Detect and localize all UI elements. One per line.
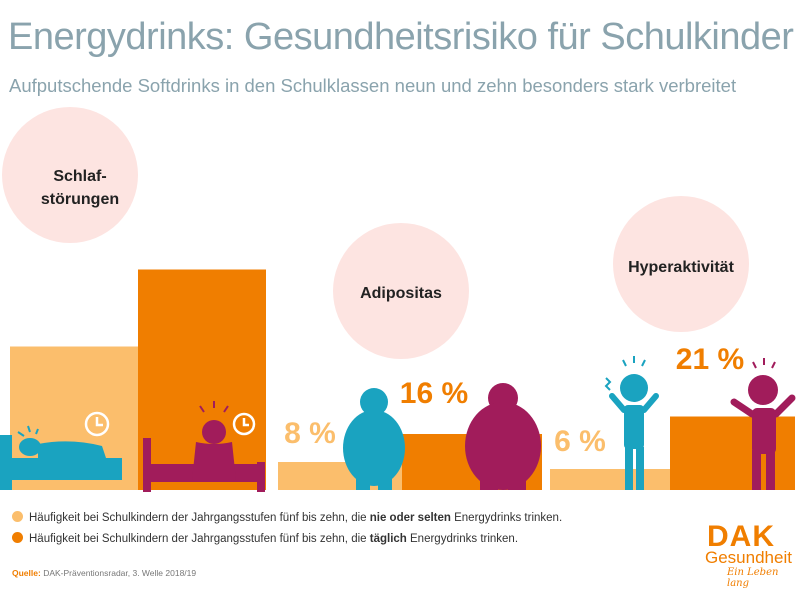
legend-item-dark: Häufigkeit bei Schulkindern der Jahrgang… bbox=[12, 532, 518, 545]
value-label-adipositas-light: 8 % bbox=[284, 417, 336, 450]
legend-dot-light bbox=[12, 511, 23, 522]
legend-item-light: Häufigkeit bei Schulkindern der Jahrgang… bbox=[12, 511, 562, 524]
logo-slogan: Ein Leben lang bbox=[727, 567, 779, 589]
alarm-clock-icon bbox=[232, 412, 256, 436]
chart-subtitle: Aufputschende Softdrinks in den Schulkla… bbox=[9, 75, 737, 96]
category-circle-hyperaktivitaet bbox=[613, 196, 749, 332]
sleeping-child-illustration bbox=[0, 425, 122, 490]
logo-brand: DAK bbox=[707, 520, 775, 553]
teal-figure-hyperaktivitaet bbox=[604, 356, 659, 490]
purple-figure-adipositas bbox=[465, 383, 541, 490]
purple-figure-hyperaktivitaet bbox=[730, 358, 796, 490]
dak-logo: DAK Gesundheit Ein Leben lang bbox=[705, 520, 792, 589]
teal-figure-adipositas bbox=[343, 388, 405, 490]
legend-dark-bold: täglich bbox=[369, 533, 407, 545]
awake-child-illustration bbox=[143, 401, 265, 492]
category-label-schlaf-line1: Schlaf- bbox=[53, 168, 106, 185]
bar-hyperaktivitaet-light bbox=[550, 469, 670, 490]
legend-dot-dark bbox=[12, 532, 23, 543]
value-label-schlaf-light: 41 % bbox=[35, 283, 106, 318]
category-circle-schlaf bbox=[2, 107, 138, 243]
source-label: Quelle: bbox=[12, 568, 41, 578]
legend-light-bold: nie oder selten bbox=[369, 512, 451, 524]
bar-hyperaktivitaet-dark bbox=[670, 416, 795, 490]
value-label-schlaf-dark: 63 % bbox=[163, 166, 234, 201]
source-note: Quelle: DAK-Präventionsradar, 3. Welle 2… bbox=[12, 568, 196, 578]
value-label-hyperaktivitaet-dark: 21 % bbox=[676, 343, 744, 376]
legend-light-pre: Häufigkeit bei Schulkindern der Jahrgang… bbox=[29, 512, 370, 524]
legend-dark-pre: Häufigkeit bei Schulkindern der Jahrgang… bbox=[29, 533, 370, 545]
category-label-adipositas: Adipositas bbox=[360, 285, 442, 302]
value-label-hyperaktivitaet-light: 6 % bbox=[554, 425, 606, 458]
clock-icon bbox=[84, 411, 110, 437]
category-label-hyperaktivitaet: Hyperaktivität bbox=[628, 259, 734, 276]
chart-title: Energydrinks: Gesundheitsrisiko für Schu… bbox=[8, 16, 794, 58]
logo-name: Gesundheit bbox=[705, 548, 792, 567]
source-text: DAK-Präventionsradar, 3. Welle 2018/19 bbox=[43, 568, 197, 578]
value-label-adipositas-dark: 16 % bbox=[400, 377, 468, 410]
category-circle-adipositas bbox=[333, 223, 469, 359]
category-label-schlaf-line2: störungen bbox=[41, 191, 119, 208]
legend-dark-post: Energydrinks trinken. bbox=[406, 533, 519, 545]
legend-light-post: Energydrinks trinken. bbox=[450, 512, 563, 524]
